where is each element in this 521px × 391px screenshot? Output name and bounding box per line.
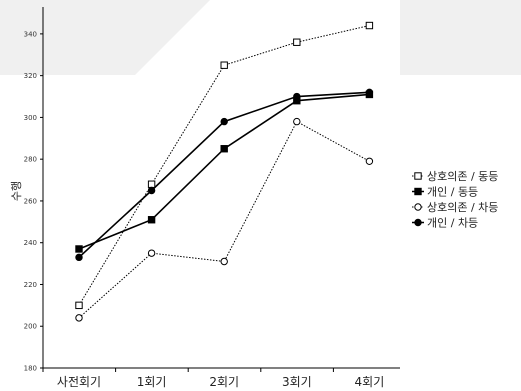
data-point [365,21,374,30]
legend-item: 개인 / 동등 [412,186,478,199]
data-point [220,117,228,126]
data-point [365,88,374,97]
legend-marker [414,218,422,227]
data-point [147,180,156,188]
chart-backdrop [0,0,521,75]
data-point [147,249,156,257]
series-2 [75,90,374,253]
legend-label: 상호의존 / 차등 [427,201,498,214]
x-tick-label: 2회기 [209,375,239,389]
series-3 [75,117,374,322]
legend-label: 상호의존 / 동등 [427,170,498,183]
backdrop-band [400,0,521,75]
series-group [75,21,374,322]
legend-marker [414,187,422,196]
y-axis-title: 수행 [10,181,23,201]
data-point [220,61,228,69]
data-point [220,257,228,266]
data-point [147,216,156,224]
data-point [75,301,83,310]
axes [42,7,400,369]
data-point [75,314,83,322]
data-point [75,253,83,262]
y-tick-label: 240 [24,239,37,247]
y-tick-label: 320 [24,72,37,80]
y-tick-label: 300 [24,114,37,122]
series-line [78,93,370,250]
series-line [78,25,370,306]
x-tick-label: 3회기 [282,375,312,389]
y-tick-label: 180 [24,365,37,373]
data-point [220,145,228,153]
backdrop-band [0,0,210,75]
x-tick-label: 4회기 [355,375,385,389]
legend-marker [414,172,422,180]
data-point [75,245,83,253]
y-tick-label: 340 [24,30,37,38]
series-1 [75,21,374,310]
legend-label: 개인 / 동등 [427,186,478,199]
data-point [147,186,156,195]
x-tick-label: 1회기 [137,375,167,389]
y-tick-label: 220 [24,281,37,289]
x-tick-label: 사전회기 [57,375,101,389]
legend-item: 상호의존 / 동등 [412,170,498,183]
y-tick-label: 260 [24,197,37,205]
legend-item: 개인 / 차등 [412,217,478,230]
y-tick-label: 200 [24,323,37,331]
data-point [293,38,301,46]
legend-item: 상호의존 / 차등 [412,201,498,214]
x-axis-ticks: 사전회기 1회기 2회기 3회기 4회기 [42,368,385,389]
data-point [293,92,301,101]
legend-marker [414,203,422,211]
y-tick-label: 280 [24,156,37,164]
data-point [365,157,374,165]
y-axis-ticks: 180 200 220 240 260 280 300 320 340 [24,30,43,373]
data-point [293,117,301,126]
legend-label: 개인 / 차등 [427,217,478,230]
series-4 [75,88,374,262]
